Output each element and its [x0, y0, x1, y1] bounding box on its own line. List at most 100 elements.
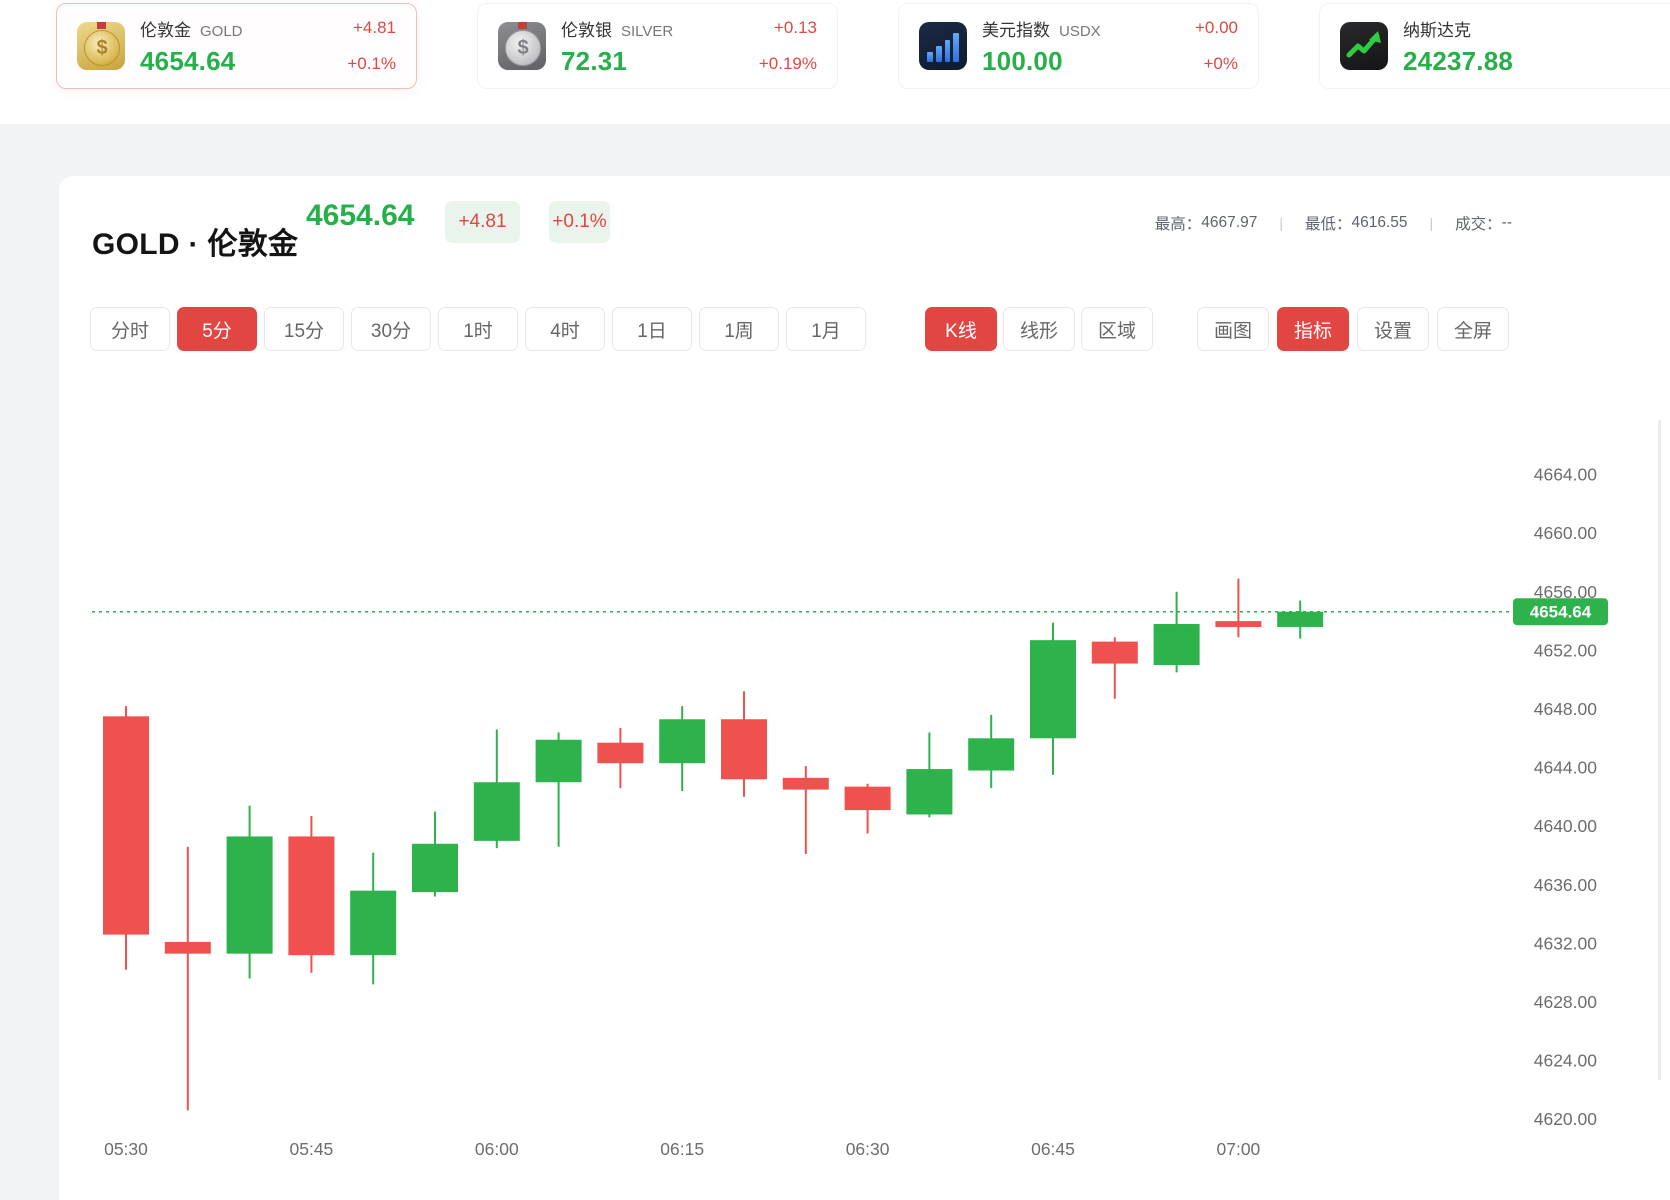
y-axis-label: 4644.00: [1534, 758, 1598, 778]
high-value: 4667.97: [1201, 214, 1258, 231]
ticker-symbol: GOLD: [200, 22, 243, 40]
timeframe-button-1日[interactable]: 1日: [612, 307, 692, 351]
ticker-price: 72.31: [561, 45, 628, 76]
volume-value: --: [1501, 214, 1512, 231]
timeframe-button-1时[interactable]: 1时: [438, 307, 518, 351]
candle-body-07:05: [1277, 611, 1324, 627]
candle-body-06:05: [535, 739, 582, 783]
tool-button-全屏[interactable]: 全屏: [1437, 307, 1509, 351]
candle-body-07:00: [1215, 621, 1262, 627]
ticker-price: 100.00: [982, 45, 1063, 76]
page-title: GOLD · 伦敦金: [92, 228, 299, 262]
x-axis-label: 05:45: [290, 1139, 334, 1159]
candle-body-06:40: [968, 738, 1015, 771]
ticker-name: 伦敦金: [140, 20, 191, 40]
bar-chart-icon: [919, 22, 967, 70]
timeframe-button-15分[interactable]: 15分: [264, 307, 344, 351]
stats-divider: |: [1279, 215, 1283, 231]
current-price-tag: [1513, 598, 1608, 626]
candlestick-chart: 4664.00 4660.00 4656.00 4652.00 4648.00 4644.…: [92, 420, 1661, 1159]
timeframe-button-1周[interactable]: 1周: [699, 307, 779, 351]
trend-up-icon: [1340, 22, 1388, 70]
y-axis-label: 4660.00: [1534, 523, 1598, 543]
candle-body-06:20: [721, 719, 767, 780]
y-axis-label: 4652.00: [1534, 640, 1598, 660]
high-label: 最高：: [1154, 216, 1202, 233]
change-badge: +4.81: [445, 201, 520, 243]
x-axis-label: 06:45: [1031, 1139, 1075, 1159]
x-axis-label: 06:00: [475, 1139, 519, 1159]
y-axis-label: 4664.00: [1534, 465, 1598, 485]
candle-body-05:55: [412, 843, 458, 893]
current-price-tag-label: 4654.64: [1530, 603, 1592, 622]
y-axis-label: 4624.00: [1534, 1051, 1598, 1071]
ticker-name: 伦敦银: [561, 20, 612, 40]
tool-button-画图[interactable]: 画图: [1197, 307, 1269, 351]
y-axis-label: 4628.00: [1534, 992, 1598, 1012]
gold-coin-icon: $: [77, 22, 125, 70]
timeframe-button-4时[interactable]: 4时: [525, 307, 605, 351]
y-axis-label: 4640.00: [1534, 816, 1598, 836]
candle-body-06:30: [844, 786, 891, 811]
timeframe-button-30分[interactable]: 30分: [351, 307, 431, 351]
ticker-card-纳斯达克[interactable]: 纳斯达克 24237.88: [1319, 3, 1670, 89]
charttype-button-线形[interactable]: 线形: [1003, 307, 1075, 351]
tool-button-设置[interactable]: 设置: [1357, 307, 1429, 351]
stats-divider: |: [1429, 215, 1434, 231]
change-pct-badge: +0.1%: [549, 201, 610, 243]
ticker-change: +0.13: [773, 18, 817, 37]
ticker-name: 美元指数: [982, 20, 1050, 40]
candle-body-06:00: [473, 782, 520, 841]
y-axis-label: 4636.00: [1534, 875, 1598, 895]
y-axis-label: 4656.00: [1534, 582, 1598, 602]
ticker-card-GOLD[interactable]: $ 伦敦金 GOLD 4654.64 +4.81 +0.1%: [56, 3, 417, 89]
ticker-change-pct: +0%: [1203, 54, 1239, 73]
x-axis-label: 05:30: [104, 1139, 148, 1159]
candle-body-05:30: [103, 716, 149, 935]
y-axis-label: 4620.00: [1534, 1109, 1598, 1129]
x-axis-label: 06:15: [660, 1139, 704, 1159]
timeframe-button-分时[interactable]: 分时: [90, 307, 170, 351]
ticker-change-pct: +0.1%: [347, 54, 396, 73]
candle-body-05:45: [288, 836, 335, 956]
silver-coin-icon: $: [498, 22, 546, 70]
ticker-change-block: +0.13 +0.19%: [759, 18, 817, 74]
ticker-symbol: SILVER: [621, 22, 674, 40]
ticker-change: +0.00: [1194, 18, 1238, 37]
ticker-symbol: USDX: [1059, 22, 1101, 40]
ticker-change: +4.81: [352, 18, 396, 37]
candle-body-05:50: [350, 890, 397, 956]
candle-body-06:35: [906, 769, 953, 815]
timeframe-button-5分[interactable]: 5分: [177, 307, 257, 351]
charttype-button-K线[interactable]: K线: [925, 307, 997, 351]
low-label: 最低：: [1304, 216, 1352, 233]
candle-body-06:50: [1091, 641, 1138, 664]
ticker-card-SILVER[interactable]: $ 伦敦银 SILVER 72.31 +0.13 +0.19%: [477, 3, 838, 89]
tool-button-指标[interactable]: 指标: [1277, 307, 1349, 351]
ticker-change-block: +4.81 +0.1%: [347, 18, 396, 74]
ticker-change-block: +0.00 +0%: [1195, 18, 1238, 74]
x-axis-label: 07:00: [1217, 1139, 1261, 1159]
candle-body-06:45: [1030, 640, 1076, 739]
volume-label: 成交：: [1455, 216, 1502, 233]
charttype-button-区域[interactable]: 区域: [1081, 307, 1153, 351]
ticker-name: 纳斯达克: [1403, 20, 1471, 40]
x-axis-label: 06:30: [846, 1139, 890, 1159]
y-axis-label: 4632.00: [1534, 933, 1598, 953]
candle-body-05:35: [164, 941, 211, 954]
candle-body-05:40: [226, 836, 273, 954]
ticker-info: 美元指数 USDX 100.00: [982, 16, 1180, 77]
ticker-info: 纳斯达克 24237.88: [1403, 16, 1659, 77]
ticker-change-pct: +0.19%: [758, 54, 817, 73]
candle-body-06:10: [597, 742, 644, 764]
ticker-info: 伦敦银 SILVER 72.31: [561, 16, 744, 77]
low-value: 4616.55: [1351, 214, 1408, 231]
candle-body-06:25: [782, 777, 829, 790]
chart-panel: GOLD · 伦敦金 4654.64 +4.81 +0.1% 最高： 4667.9…: [59, 176, 1670, 1200]
timeframe-button-1月[interactable]: 1月: [786, 307, 866, 351]
chart-toolbar: 分时 5分 15分 30分 1时 4时 1日 1周 1月 K线 线形 区域 画图 指标 设置 全屏: [59, 307, 1670, 351]
market-ticker-bar: $ 伦敦金 GOLD 4654.64 +4.81 +0.1% $ 伦敦银 SILVER 72.31…: [0, 0, 1670, 124]
ticker-card-USDX[interactable]: 美元指数 USDX 100.00 +0.00 +0%: [898, 3, 1259, 89]
candle-body-06:15: [659, 719, 706, 764]
